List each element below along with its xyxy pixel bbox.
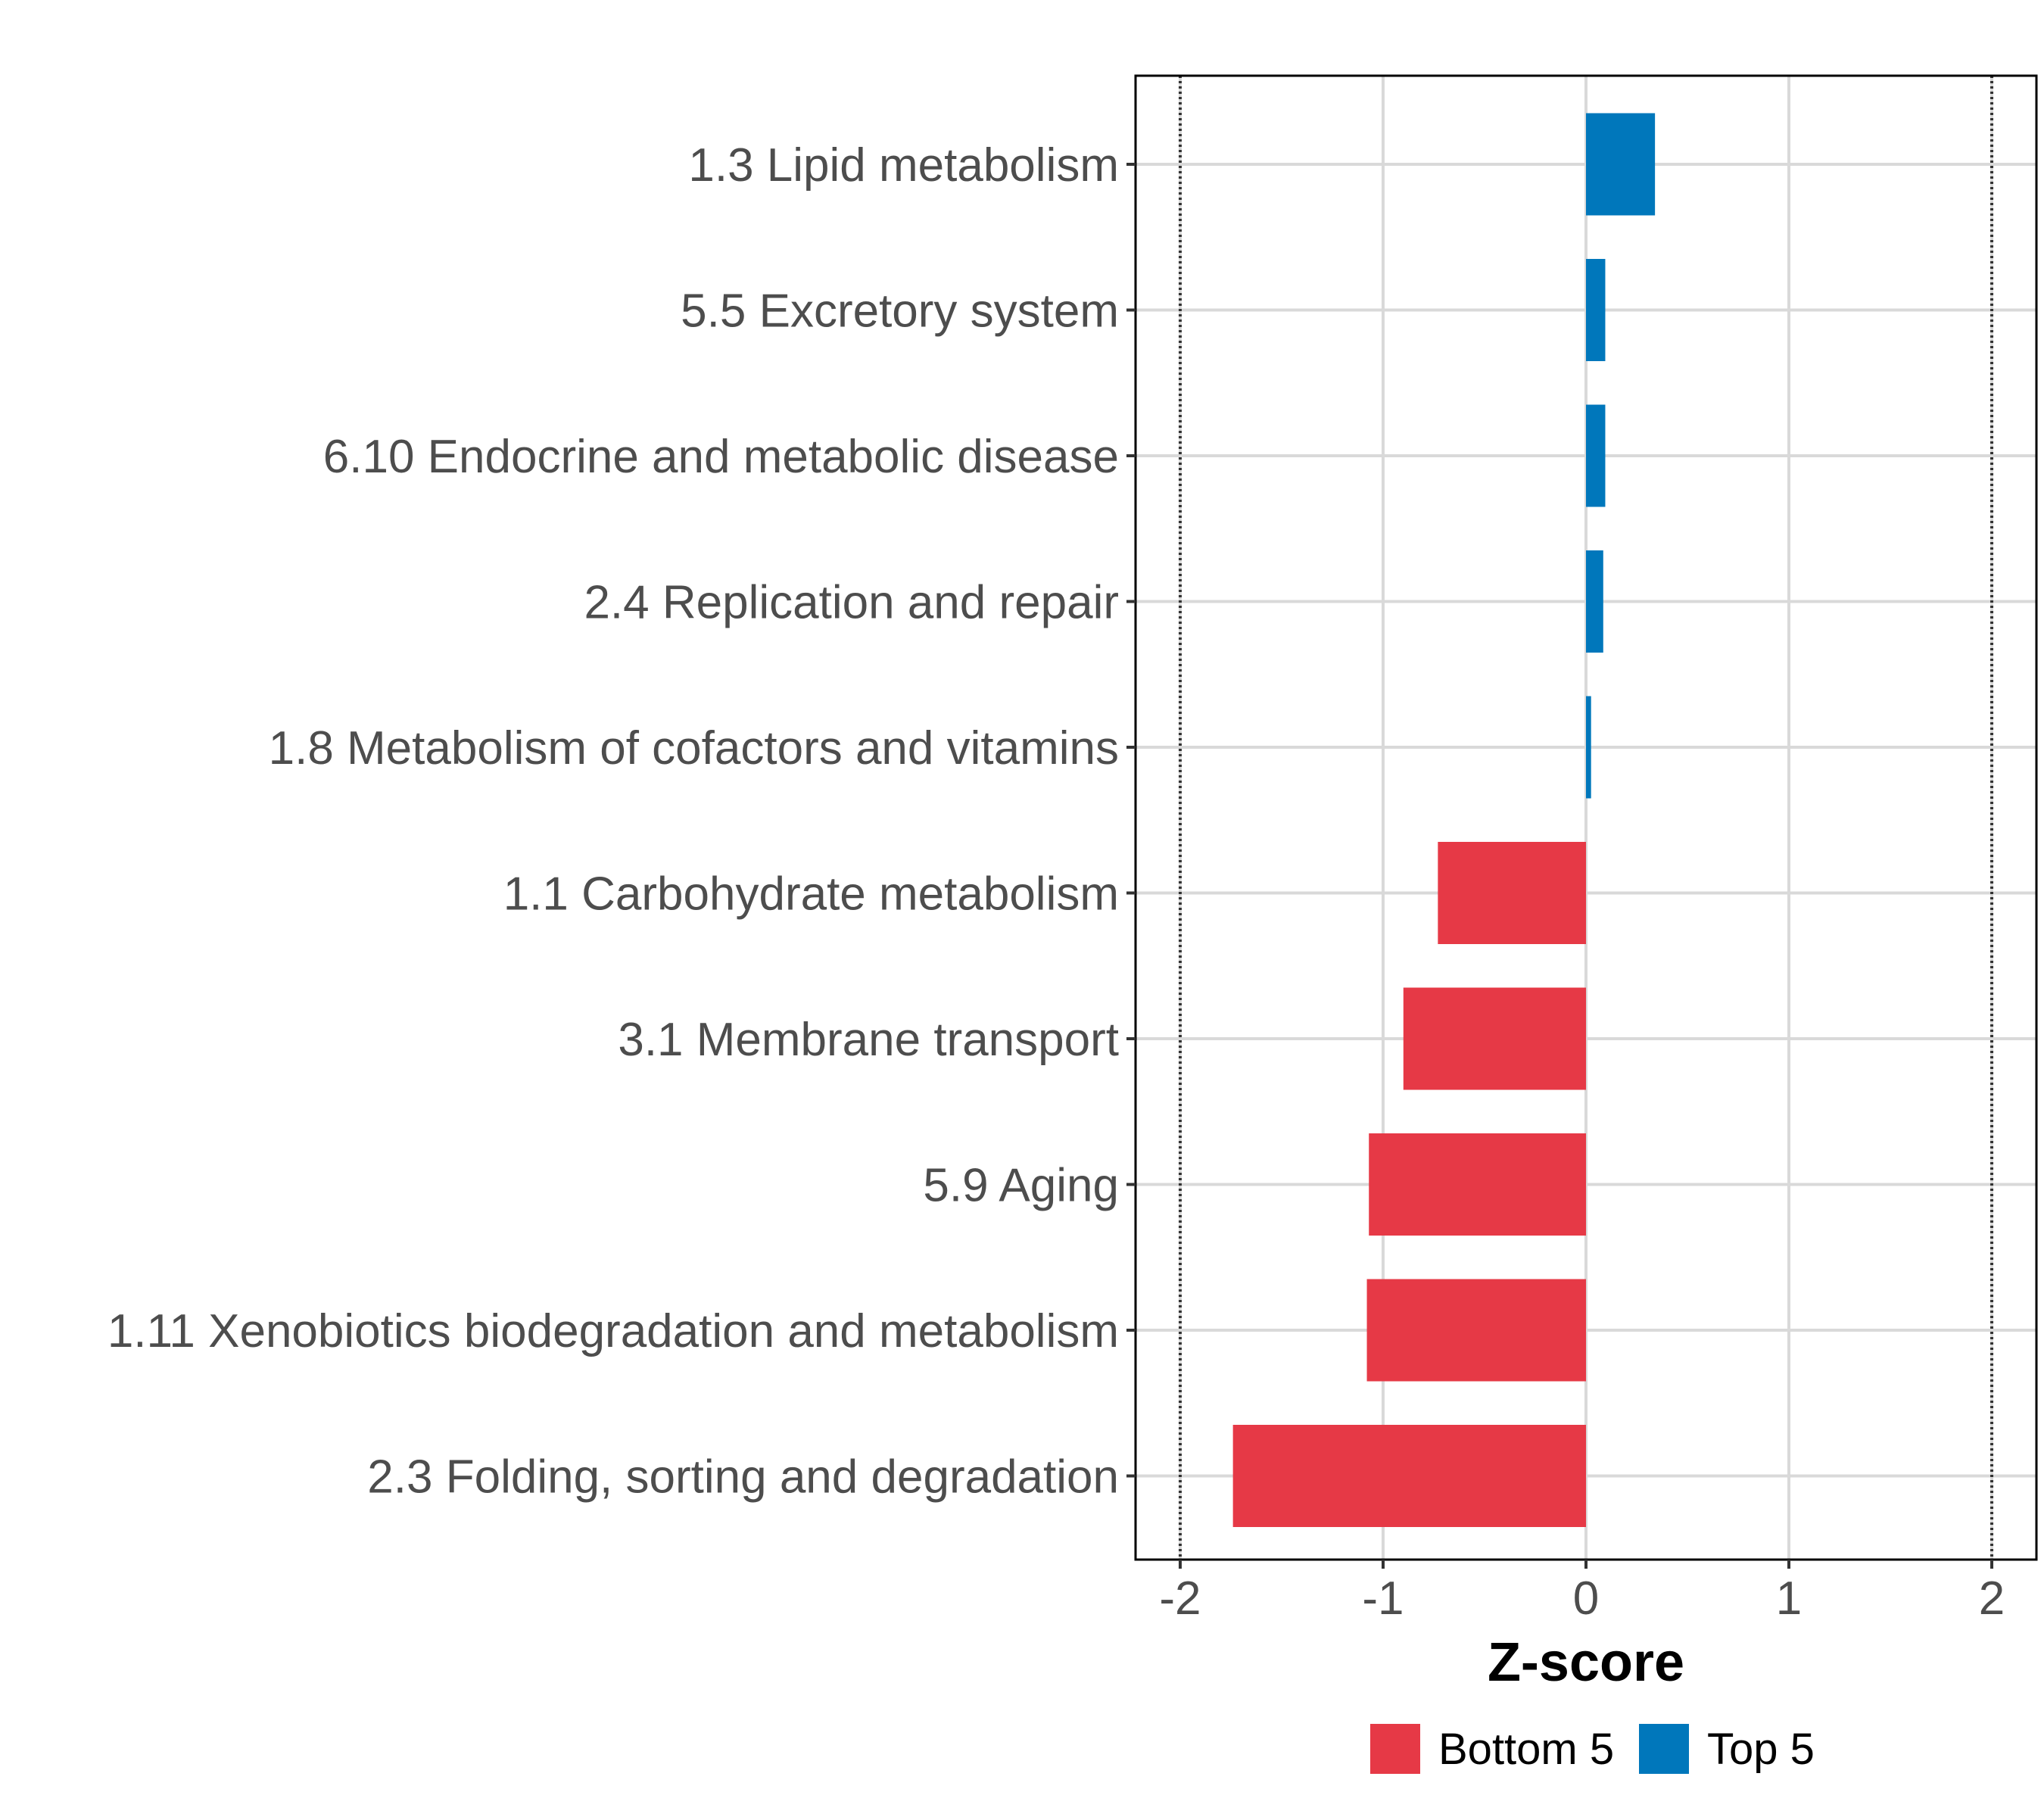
bar xyxy=(1586,696,1591,799)
x-tick-label: 2 xyxy=(1979,1572,2005,1625)
y-axis: 1.3 Lipid metabolism 5.5 Excretory system… xyxy=(107,139,1136,1504)
legend-label: Bottom 5 xyxy=(1438,1725,1614,1774)
y-tick-label: 1.8 Metabolism of cofactors and vitamins xyxy=(269,722,1119,774)
legend-swatch xyxy=(1639,1724,1689,1774)
x-tick-label: -2 xyxy=(1159,1572,1201,1625)
reference-lines xyxy=(1178,76,1994,1560)
y-tick-label: 1.1 Carbohydrate metabolism xyxy=(503,868,1119,921)
y-tick-label: 5.9 Aging xyxy=(923,1160,1119,1212)
bar xyxy=(1403,987,1586,1090)
bar xyxy=(1369,1133,1586,1236)
legend-label: Top 5 xyxy=(1707,1725,1815,1774)
bar xyxy=(1232,1425,1586,1527)
y-tick-label: 1.3 Lipid metabolism xyxy=(688,139,1119,192)
bar xyxy=(1586,550,1603,653)
x-axis: -2 -1 0 1 2 xyxy=(1159,1560,2005,1625)
legend: Bottom 5 Top 5 xyxy=(1370,1724,1815,1774)
y-tick-label: 1.11 Xenobiotics biodegradation and meta… xyxy=(107,1305,1119,1357)
legend-swatch xyxy=(1370,1724,1420,1774)
y-tick-label: 2.3 Folding, sorting and degradation xyxy=(367,1451,1119,1504)
y-tick-label: 6.10 Endocrine and metabolic disease xyxy=(323,431,1119,483)
bar xyxy=(1586,259,1606,361)
bars xyxy=(1232,113,1656,1527)
bar xyxy=(1438,842,1586,944)
bar xyxy=(1586,404,1606,507)
x-tick-label: 0 xyxy=(1573,1572,1599,1625)
bar xyxy=(1366,1279,1586,1382)
bar xyxy=(1586,113,1656,216)
y-tick-label: 2.4 Replication and repair xyxy=(584,577,1119,629)
y-tick-label: 3.1 Membrane transport xyxy=(618,1014,1119,1066)
x-tick-label: 1 xyxy=(1776,1572,1802,1625)
x-tick-label: -1 xyxy=(1362,1572,1404,1625)
x-axis-title: Z-score xyxy=(1488,1632,1684,1693)
y-tick-label: 5.5 Excretory system xyxy=(681,285,1119,338)
